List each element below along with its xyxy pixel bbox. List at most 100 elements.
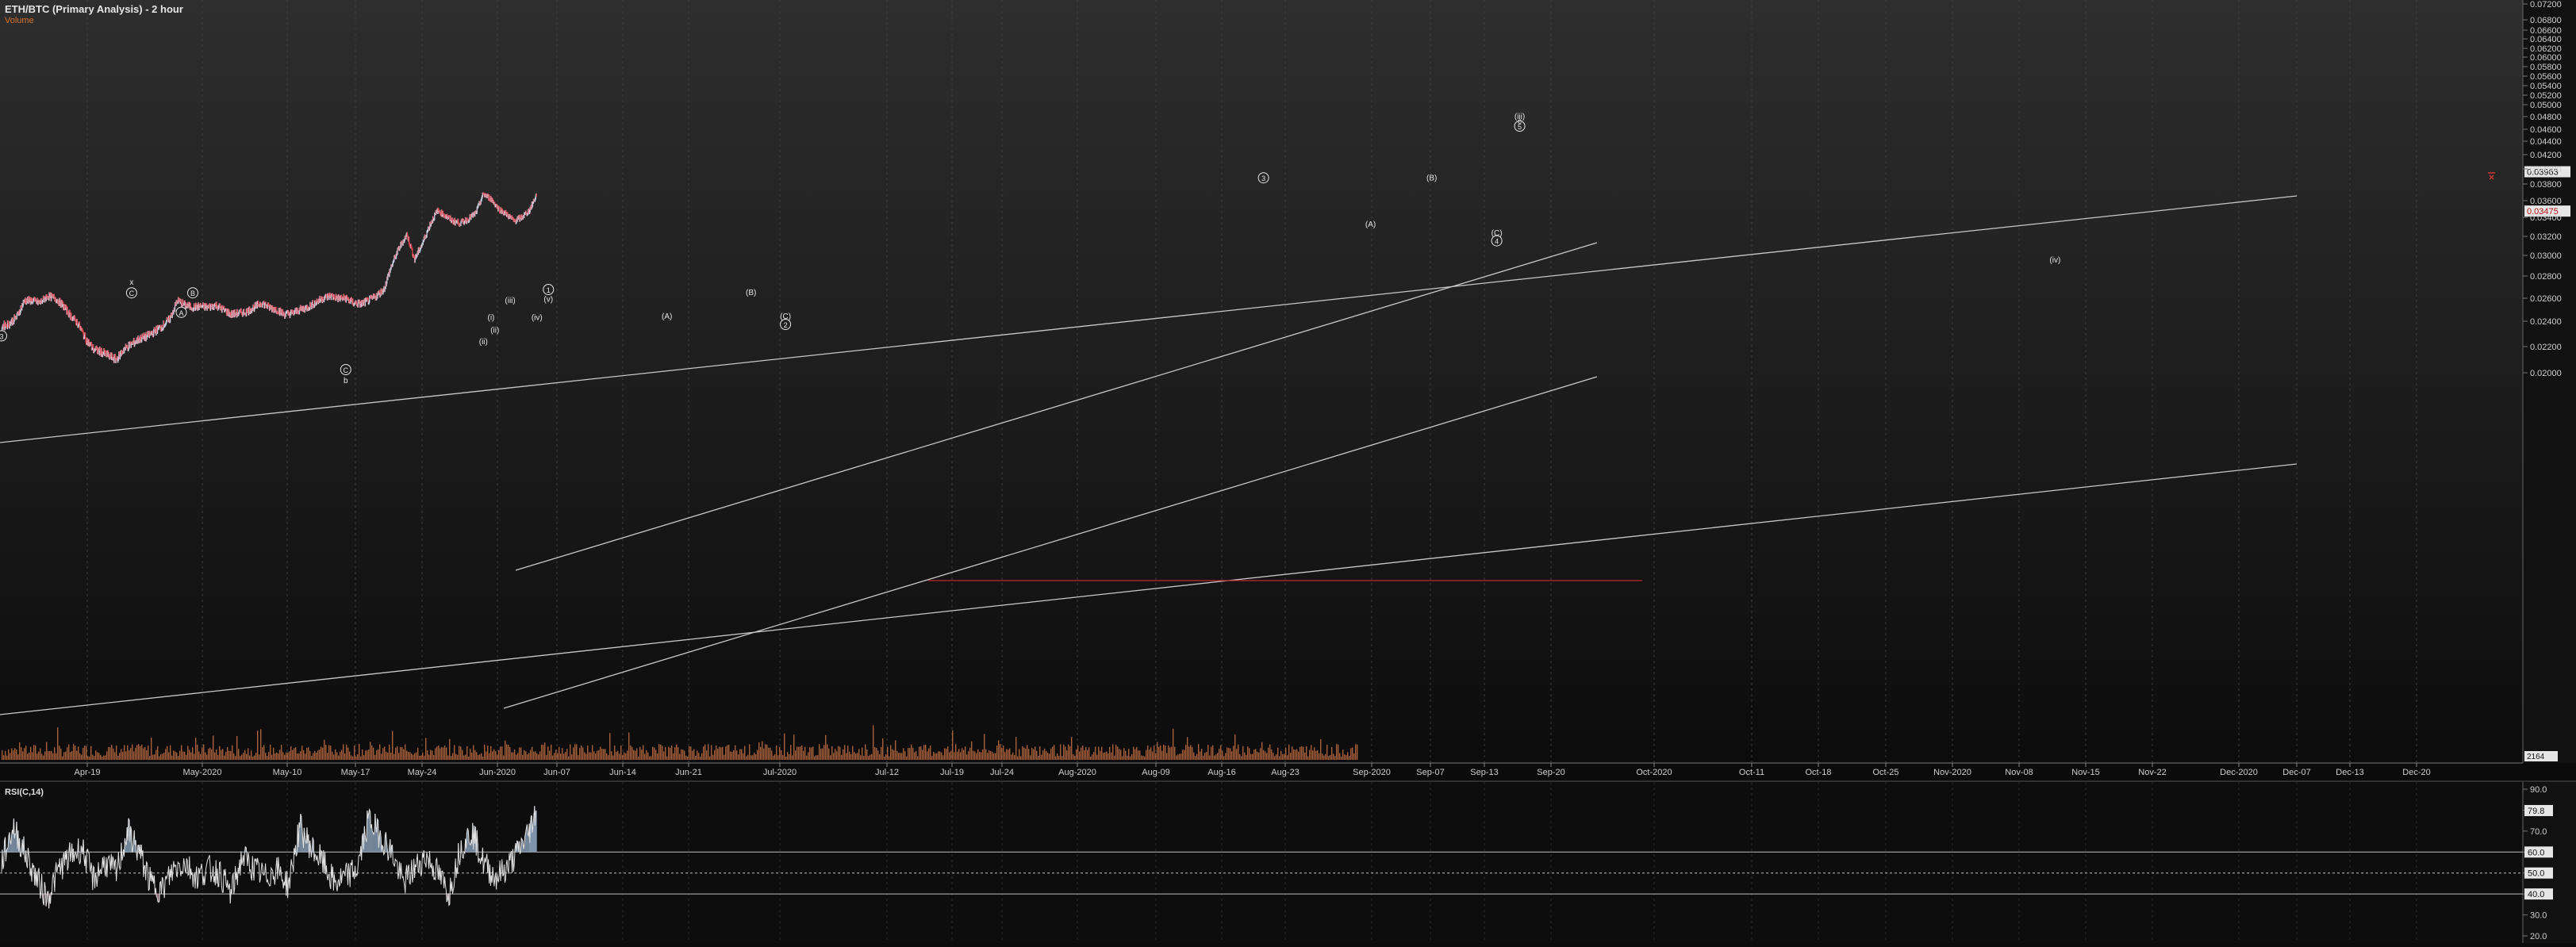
- volume-bar: [241, 754, 243, 760]
- volume-bar: [473, 745, 474, 760]
- volume-bar: [433, 755, 435, 760]
- volume-bar: [1036, 750, 1038, 760]
- volume-bar: [644, 753, 646, 760]
- volume-bar: [154, 754, 155, 760]
- volume-bar: [425, 738, 427, 760]
- volume-bar: [1128, 749, 1130, 760]
- volume-bar: [877, 750, 879, 760]
- grid: [86, 0, 2417, 943]
- volume-bar: [119, 753, 121, 760]
- volume-bar: [950, 750, 952, 760]
- volume-bar: [1001, 747, 1003, 760]
- volume-bar: [479, 754, 481, 760]
- volume-bar: [663, 751, 665, 760]
- time-tick-label: Sep-20: [1537, 768, 1564, 777]
- volume-bar: [11, 748, 13, 760]
- volume-bar: [1122, 756, 1123, 760]
- volume-bar: [976, 753, 977, 760]
- volume-bar: [982, 749, 984, 760]
- volume-bar: [1295, 750, 1296, 760]
- volume-bar: [600, 746, 601, 760]
- volume-bar: [333, 754, 335, 760]
- volume-bar: [144, 746, 146, 760]
- volume-bar: [630, 745, 632, 760]
- rsi-tick-label: 90.0: [2530, 785, 2547, 795]
- volume-bar: [938, 751, 939, 760]
- rsi-tick-label: 70.0: [2530, 827, 2547, 837]
- volume-bar: [746, 756, 747, 760]
- volume-bar: [363, 755, 365, 760]
- volume-bar: [178, 756, 179, 760]
- volume-bar: [1014, 755, 1015, 760]
- volume-bar: [182, 751, 184, 760]
- volume-bar: [620, 745, 622, 760]
- volume-bar: [1093, 752, 1095, 760]
- volume-bar: [227, 746, 228, 760]
- time-tick-label: Dec-20: [2402, 768, 2430, 777]
- volume-bar: [912, 747, 914, 760]
- volume-bar: [538, 754, 539, 760]
- volume-bar: [1252, 753, 1253, 760]
- volume-bar: [731, 752, 733, 760]
- volume-bar: [603, 749, 605, 760]
- volume-bar: [471, 753, 473, 760]
- volume-bar: [419, 755, 420, 760]
- volume-bar: [985, 749, 987, 760]
- volume-bar: [59, 746, 60, 760]
- volume-bar: [1130, 756, 1131, 760]
- volume-bar: [533, 751, 535, 760]
- volume-bar: [820, 749, 822, 760]
- rsi-level-label: 40.0: [2528, 890, 2544, 899]
- volume-bar: [1177, 754, 1179, 760]
- volume-bar: [111, 745, 113, 760]
- volume-bar: [290, 746, 292, 760]
- volume-bar: [993, 753, 995, 760]
- volume-bar: [70, 752, 71, 760]
- volume-bar: [763, 748, 765, 760]
- volume-bar: [341, 750, 343, 760]
- volume-bar: [933, 752, 935, 760]
- volume-bar: [206, 754, 208, 760]
- volume-bar: [444, 746, 446, 760]
- volume-bar: [76, 750, 78, 760]
- volume-bar: [509, 746, 511, 760]
- volume-bar: [966, 754, 968, 760]
- volume-bar: [868, 756, 870, 760]
- volume-bar: [460, 746, 462, 760]
- volume-bar: [62, 756, 63, 760]
- volume-bar: [87, 756, 89, 760]
- volume-bar: [1082, 746, 1084, 760]
- volume-bar: [463, 755, 465, 760]
- volume-bar: [949, 752, 950, 760]
- rsi-level-label: 60.0: [2528, 848, 2544, 857]
- volume-bar: [1301, 746, 1303, 760]
- volume-bar: [792, 755, 793, 760]
- volume-bar: [911, 744, 912, 760]
- volume-bar: [322, 747, 324, 760]
- price-tick-label: 0.05800: [2530, 63, 2562, 72]
- volume-bar: [638, 756, 639, 760]
- time-tick-label: Sep-2020: [1353, 768, 1391, 777]
- volume-bar: [852, 746, 854, 760]
- volume-bar: [1155, 753, 1157, 760]
- volume-bar: [1017, 756, 1019, 760]
- volume-bar: [1234, 734, 1236, 760]
- volume-bar: [979, 751, 981, 760]
- volume-bar: [536, 753, 538, 760]
- price-tick-label: 0.03200: [2530, 232, 2562, 242]
- volume-bar: [1085, 746, 1087, 760]
- volume-bar: [355, 756, 357, 760]
- volume-bar: [482, 756, 484, 760]
- rsi-level-box: [2524, 846, 2553, 858]
- volume-bar: [49, 750, 51, 760]
- volume-bar: [574, 744, 576, 760]
- time-tick-label: Sep-13: [1470, 768, 1498, 777]
- volume-bar: [1044, 748, 1046, 760]
- time-tick-label: Dec-2020: [2220, 768, 2258, 777]
- volume-bar: [1088, 747, 1090, 760]
- volume-bar: [749, 744, 751, 760]
- volume-bar: [492, 751, 493, 760]
- price-tick-label: 0.04000: [2530, 165, 2562, 174]
- volume-bar: [676, 744, 678, 760]
